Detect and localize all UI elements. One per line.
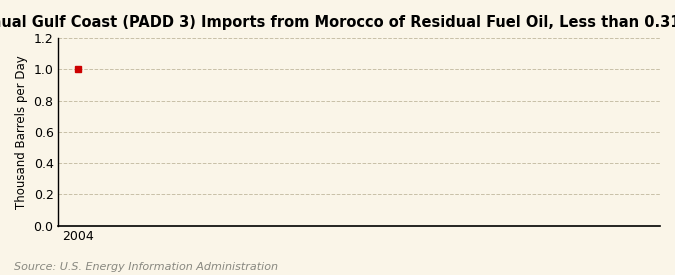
Text: Source: U.S. Energy Information Administration: Source: U.S. Energy Information Administ…: [14, 262, 277, 272]
Title: Annual Gulf Coast (PADD 3) Imports from Morocco of Residual Fuel Oil, Less than : Annual Gulf Coast (PADD 3) Imports from …: [0, 15, 675, 30]
Y-axis label: Thousand Barrels per Day: Thousand Barrels per Day: [15, 55, 28, 209]
